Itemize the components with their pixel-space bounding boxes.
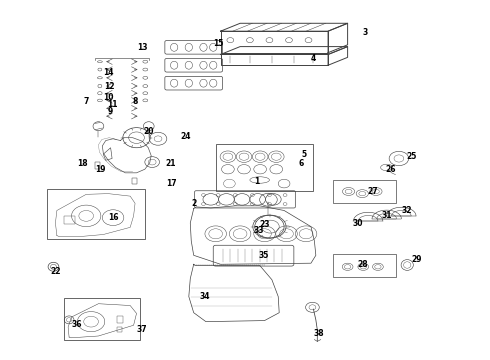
Text: 33: 33 [253, 226, 264, 235]
Text: 13: 13 [137, 43, 147, 52]
Text: 10: 10 [103, 93, 114, 102]
Bar [333, 253, 396, 277]
Bar [220, 31, 328, 53]
Text: 12: 12 [104, 82, 115, 91]
Text: 38: 38 [314, 329, 324, 338]
Bar [216, 144, 314, 191]
Text: 4: 4 [311, 54, 316, 63]
Bar [64, 298, 140, 339]
Text: 6: 6 [298, 159, 304, 168]
Text: 36: 36 [71, 320, 82, 329]
Text: 23: 23 [259, 220, 270, 229]
Text: 14: 14 [103, 68, 114, 77]
Bar [117, 327, 122, 332]
Text: 28: 28 [357, 260, 368, 269]
Text: 11: 11 [107, 100, 117, 109]
Bar [220, 54, 328, 65]
Bar [95, 162, 100, 169]
Text: 30: 30 [352, 219, 363, 228]
Text: 32: 32 [402, 206, 413, 215]
Text: 20: 20 [143, 127, 153, 136]
Text: 35: 35 [258, 251, 269, 260]
Text: 25: 25 [406, 152, 416, 161]
Text: 19: 19 [96, 165, 106, 174]
Bar [47, 189, 145, 239]
Text: 18: 18 [77, 159, 88, 168]
Bar [333, 180, 396, 203]
Text: 31: 31 [381, 211, 392, 220]
Text: 7: 7 [83, 96, 89, 105]
Text: 16: 16 [108, 213, 118, 222]
Text: 9: 9 [108, 107, 113, 116]
Text: 5: 5 [301, 150, 306, 159]
Text: 24: 24 [180, 132, 191, 141]
Text: 21: 21 [166, 159, 176, 168]
Bar [117, 316, 123, 323]
Text: 27: 27 [368, 187, 378, 196]
Text: 29: 29 [412, 255, 422, 264]
Text: 1: 1 [255, 177, 260, 186]
Bar [132, 178, 137, 184]
Text: 17: 17 [167, 179, 177, 188]
Text: 8: 8 [132, 96, 138, 105]
Text: 37: 37 [136, 325, 147, 334]
Text: 26: 26 [385, 165, 396, 174]
Text: 15: 15 [213, 39, 223, 48]
Text: 34: 34 [200, 292, 210, 301]
Text: 22: 22 [50, 267, 61, 276]
Text: 2: 2 [191, 199, 196, 208]
Text: 3: 3 [362, 28, 368, 37]
Bar [64, 216, 75, 224]
